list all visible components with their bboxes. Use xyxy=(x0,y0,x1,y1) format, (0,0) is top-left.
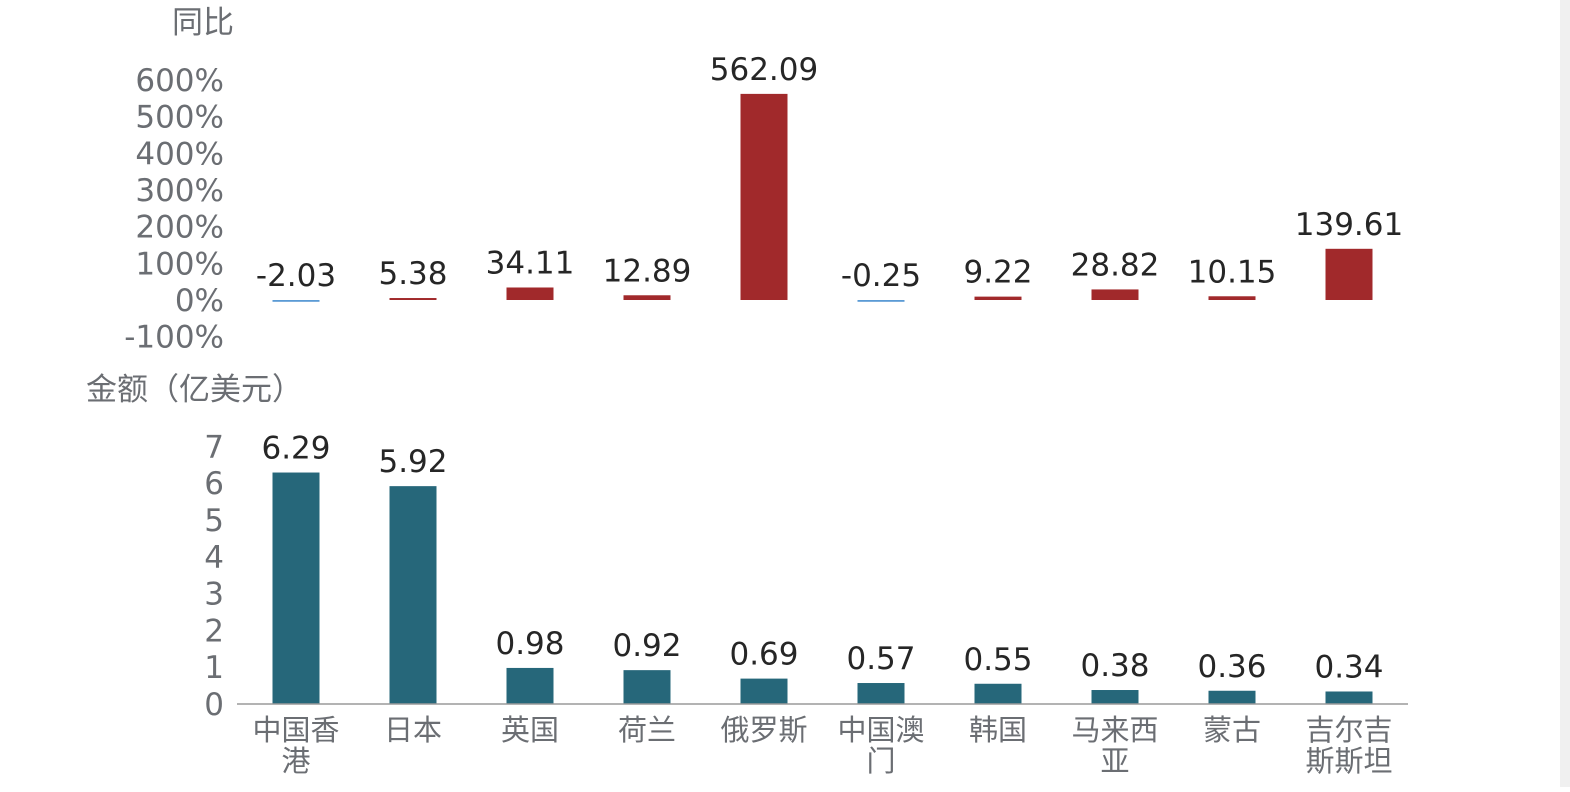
bottom-axis-title: 金额（亿美元） xyxy=(86,372,303,408)
category-label: 日本 xyxy=(384,713,442,747)
category-label: 中国澳门 xyxy=(837,713,924,778)
bottom-bar xyxy=(974,683,1022,704)
top-bar xyxy=(1208,296,1256,300)
top-bars xyxy=(272,93,1373,302)
bottom-value-label: 0.98 xyxy=(495,626,564,662)
top-value-label: 5.38 xyxy=(378,256,447,292)
top-value-label: 10.15 xyxy=(1188,254,1277,290)
bottom-value-label: 0.34 xyxy=(1314,649,1383,685)
category-label: 韩国 xyxy=(969,713,1027,747)
top-value-label: 34.11 xyxy=(486,245,575,281)
category-label-line: 俄罗斯 xyxy=(720,713,807,747)
bottom-y-tick-label: 3 xyxy=(204,577,224,613)
top-bar xyxy=(389,298,437,300)
bottom-y-tick-label: 2 xyxy=(204,613,224,649)
top-y-tick-label: -100% xyxy=(124,320,224,356)
category-label: 英国 xyxy=(501,713,559,747)
top-bar xyxy=(272,300,320,302)
bottom-bar xyxy=(740,678,788,704)
right-edge-strip xyxy=(1560,0,1570,787)
top-bar xyxy=(623,295,671,300)
top-value-label: 562.09 xyxy=(710,52,818,88)
bottom-bar xyxy=(623,670,671,704)
bottom-bar xyxy=(857,683,905,704)
bottom-bar xyxy=(1208,690,1256,704)
top-bar xyxy=(740,93,788,301)
bottom-bar xyxy=(1325,691,1373,704)
top-value-label: -2.03 xyxy=(256,258,336,294)
bottom-y-tick-label: 4 xyxy=(204,540,224,576)
bottom-bar xyxy=(272,472,320,704)
top-value-label: 139.61 xyxy=(1295,207,1403,243)
top-y-ticks: 600%500%400%300%200%100%0%-100% xyxy=(124,63,224,356)
top-value-label: 12.89 xyxy=(603,253,692,289)
top-y-tick-label: 0% xyxy=(175,283,224,319)
bottom-bar xyxy=(389,486,437,704)
top-bar xyxy=(1091,289,1139,300)
bottom-value-label: 0.57 xyxy=(846,641,915,677)
top-value-label: 9.22 xyxy=(963,255,1032,291)
category-label-line: 港 xyxy=(281,744,310,778)
top-y-tick-label: 400% xyxy=(135,136,224,172)
top-value-label: 28.82 xyxy=(1071,247,1160,283)
bottom-y-tick-label: 1 xyxy=(204,650,224,686)
bottom-value-label: 0.38 xyxy=(1080,648,1149,684)
top-bar xyxy=(857,300,905,302)
top-value-labels: -2.03 5.38 34.11 12.89 562.09 -0.25 9.22 28.82 1… xyxy=(256,52,1403,294)
bottom-value-label: 5.92 xyxy=(378,444,447,480)
top-y-tick-label: 600% xyxy=(135,63,224,99)
top-y-tick-label: 300% xyxy=(135,173,224,209)
top-axis-title: 同比 xyxy=(172,5,234,41)
category-label-line: 韩国 xyxy=(969,713,1027,747)
top-y-tick-label: 100% xyxy=(135,246,224,282)
top-bar xyxy=(974,296,1022,300)
category-label: 马来西亚 xyxy=(1071,713,1158,778)
bottom-value-label: 0.69 xyxy=(729,637,798,673)
bottom-bar xyxy=(1091,690,1139,704)
top-bar xyxy=(1325,248,1373,300)
category-label-line: 亚 xyxy=(1100,744,1129,778)
category-label: 中国香港 xyxy=(252,713,339,778)
category-label-line: 英国 xyxy=(501,713,559,747)
category-label-line: 荷兰 xyxy=(618,713,676,747)
category-label-line: 吉尔吉 xyxy=(1305,713,1392,747)
bottom-y-tick-label: 6 xyxy=(204,466,224,502)
bottom-bars xyxy=(272,472,1373,704)
top-y-tick-label: 500% xyxy=(135,100,224,136)
top-y-tick-label: 200% xyxy=(135,210,224,246)
bottom-y-tick-label: 5 xyxy=(204,503,224,539)
category-label-line: 马来西 xyxy=(1071,713,1158,747)
category-label-line: 中国澳 xyxy=(837,713,924,747)
category-labels: 中国香港 日本 英国 荷兰 俄罗斯 中国澳门 韩国 马来西亚 蒙古 吉尔吉斯斯坦 xyxy=(252,713,1392,778)
category-label: 荷兰 xyxy=(618,713,676,747)
category-label-line: 日本 xyxy=(384,713,442,747)
category-label-line: 门 xyxy=(866,744,895,778)
top-value-label: -0.25 xyxy=(841,258,921,294)
bottom-y-tick-label: 0 xyxy=(204,687,224,723)
bottom-value-label: 6.29 xyxy=(261,431,330,467)
category-label: 吉尔吉斯斯坦 xyxy=(1305,713,1392,778)
category-label: 蒙古 xyxy=(1203,713,1261,747)
category-label-line: 斯斯坦 xyxy=(1305,744,1392,778)
bottom-value-label: 0.36 xyxy=(1197,649,1266,685)
bottom-y-tick-label: 7 xyxy=(204,429,224,465)
bottom-value-labels: 6.29 5.92 0.98 0.92 0.69 0.57 0.55 0.38 0.36 0.34 xyxy=(261,431,1383,686)
category-label-line: 蒙古 xyxy=(1203,713,1261,747)
bottom-value-label: 0.92 xyxy=(612,628,681,664)
category-label: 俄罗斯 xyxy=(720,713,807,747)
top-bar xyxy=(506,287,554,300)
bottom-value-label: 0.55 xyxy=(963,642,1032,678)
bottom-bar xyxy=(506,667,554,704)
category-label-line: 中国香 xyxy=(252,713,339,747)
